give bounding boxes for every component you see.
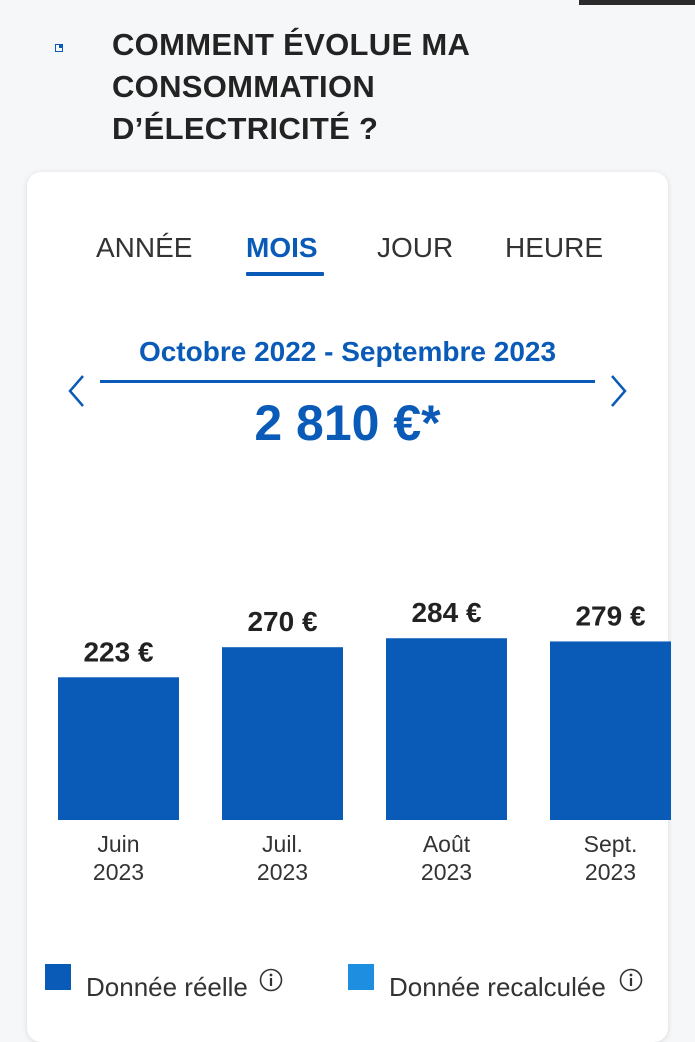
period-tabs: ANNÉE MOIS JOUR HEURE [27, 172, 668, 292]
chart-legend: Donnée réelle Donnée recalculée [0, 950, 695, 1010]
legend-swatch-real [45, 964, 71, 990]
status-bar-indicator [579, 0, 695, 5]
tab-jour[interactable]: JOUR [377, 232, 454, 263]
page-title: COMMENT ÉVOLUE MA CONSOMMATION D’ÉLECTRI… [112, 24, 572, 150]
external-link-icon [55, 44, 63, 52]
legend-label-real: Donnée réelle [86, 972, 248, 1002]
section-header: COMMENT ÉVOLUE MA CONSOMMATION D’ÉLECTRI… [0, 0, 695, 180]
period-total-amount: 2 810 €* [254, 395, 441, 451]
tab-annee[interactable]: ANNÉE [96, 232, 193, 263]
previous-period-chevron-left-icon[interactable] [65, 372, 89, 410]
period-divider [100, 380, 595, 383]
consumption-card: ANNÉE MOIS JOUR HEURE Octobre 2022 - Sep… [27, 172, 668, 1042]
info-icon[interactable] [259, 968, 283, 992]
info-icon[interactable] [619, 968, 643, 992]
period-range-label: Octobre 2022 - Septembre 2023 [138, 336, 557, 367]
active-tab-indicator [246, 272, 324, 276]
period-selector: Octobre 2022 - Septembre 2023 2 810 €* [27, 332, 668, 452]
next-period-chevron-right-icon[interactable] [606, 372, 630, 410]
legend-label-recalculated: Donnée recalculée [389, 972, 606, 1002]
page-title-line-3: D’ÉLECTRICITÉ ? [112, 111, 379, 146]
legend-swatch-recalculated [348, 964, 374, 990]
page-title-line-1: COMMENT ÉVOLUE MA [112, 27, 471, 62]
tab-heure[interactable]: HEURE [505, 232, 604, 263]
tab-mois[interactable]: MOIS [246, 232, 318, 263]
page-title-line-2: CONSOMMATION [112, 69, 376, 104]
